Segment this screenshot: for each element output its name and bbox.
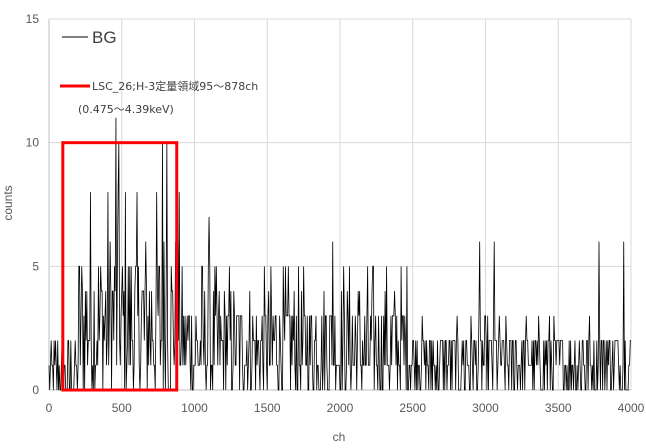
x-tick-label-0: 0 [46, 401, 53, 415]
y-tick-label-15: 15 [26, 12, 40, 26]
y-axis-label: counts [1, 185, 15, 220]
tick-labels: 0 500 1000 1500 2000 2500 3000 3500 4000 0 5 10 15 [26, 12, 645, 415]
y-tick-label-5: 5 [32, 259, 39, 273]
x-tick-label-4000: 4000 [618, 401, 645, 415]
y-tick-label-10: 10 [26, 136, 40, 150]
x-tick-label-2500: 2500 [399, 401, 426, 415]
x-tick-label-3000: 3000 [472, 401, 499, 415]
x-tick-label-2000: 2000 [327, 401, 354, 415]
x-tick-label-500: 500 [112, 401, 132, 415]
roi-group [61, 141, 179, 392]
legend-roi-label-line2: (0.475～4.39keV) [78, 103, 174, 116]
y-tick-label-0: 0 [32, 383, 39, 397]
series-bg [48, 117, 631, 391]
x-axis-label: ch [333, 430, 346, 444]
roi-rectangle [61, 141, 179, 392]
x-tick-label-3500: 3500 [545, 401, 572, 415]
legend-bg-label: BG [92, 28, 117, 47]
legend: BG LSC_26;H-3定量領域95～878ch (0.475～4.39keV… [60, 28, 258, 116]
legend-roi-label-line1: LSC_26;H-3定量領域95～878ch [92, 79, 258, 93]
x-tick-label-1000: 1000 [181, 401, 208, 415]
grid [49, 18, 632, 390]
x-tick-label-1500: 1500 [254, 401, 281, 415]
series-line-bg [48, 117, 631, 391]
